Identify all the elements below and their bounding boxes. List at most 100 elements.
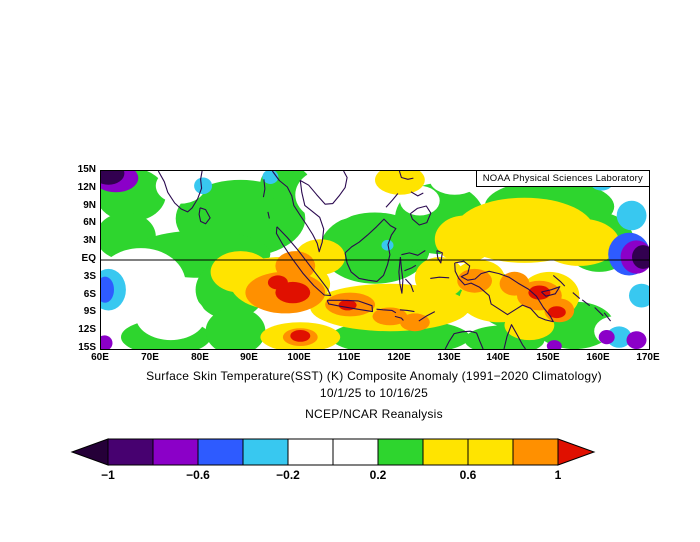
coastline (594, 307, 604, 317)
lat-tick-label: 12N (77, 182, 96, 193)
lon-tick-label: 110E (337, 352, 361, 363)
colorbar-segment (512, 438, 559, 466)
lat-tick-label: 6N (83, 217, 96, 228)
anomaly-region-purple (626, 331, 647, 349)
map-canvas (101, 171, 649, 349)
lon-tick-label: 70E (141, 352, 159, 363)
coastline (552, 274, 566, 287)
colorbar-segment (377, 438, 424, 466)
colorbar-tick-label: −0.6 (186, 468, 210, 482)
anomaly-region-cyan (629, 283, 649, 308)
anomaly-region-white (335, 171, 385, 192)
anomaly-region-red (267, 275, 288, 290)
colorbar-arrow-left (70, 438, 109, 466)
coastline (541, 286, 561, 297)
chart-title: Surface Skin Temperature(SST) (K) Compos… (146, 369, 602, 383)
anomaly-region-orange (372, 307, 408, 326)
lon-tick-label: 90E (240, 352, 258, 363)
lon-tick-label: 150E (536, 352, 560, 363)
lat-tick-label: 15N (77, 164, 96, 175)
coastline (404, 278, 414, 293)
anomaly-region-green (205, 307, 266, 349)
lon-tick-label: 60E (91, 352, 109, 363)
coastline (198, 207, 211, 225)
anomaly-region-yellow (539, 218, 620, 266)
anomaly-region-dark_purple (101, 171, 125, 185)
lat-tick-label: 6S (83, 289, 96, 300)
lon-tick-label: 80E (191, 352, 209, 363)
coastline (385, 193, 399, 208)
coastline (376, 308, 397, 314)
colorbar-tick-label: 1 (554, 468, 562, 482)
lon-tick-label: 130E (437, 352, 461, 363)
coastline (418, 311, 436, 322)
chart-date-range: 10/1/25 to 10/16/25 (319, 386, 429, 400)
coastline (503, 324, 526, 349)
coastline (409, 205, 432, 226)
lon-tick-label: 140E (486, 352, 510, 363)
colorbar-segment (287, 438, 334, 466)
lat-tick-label: 9S (83, 306, 96, 317)
anomaly-region-cyan (616, 200, 647, 231)
coastline (262, 179, 266, 198)
coastline (444, 330, 484, 349)
noaa-psl-credit: NOAA Physical Sciences Laboratory (475, 171, 649, 187)
anomaly-region-yellow (375, 171, 425, 195)
coastline (275, 226, 332, 297)
coastline (410, 191, 424, 197)
colorbar-arrow-right (557, 438, 596, 466)
colorbar-tick-label: 0.6 (459, 468, 477, 482)
coastline (404, 264, 417, 272)
coastline (603, 312, 612, 322)
anomaly-region-purple (598, 330, 615, 345)
coastline (436, 249, 443, 264)
anomaly-region-blue (101, 276, 114, 303)
lon-tick-label: 170E (636, 352, 660, 363)
colorbar-segment (332, 438, 379, 466)
anomaly-region-cyan (194, 177, 213, 195)
anomaly-region-orange (275, 251, 316, 281)
coastline (394, 315, 404, 321)
anomaly-region-red (528, 285, 551, 300)
anomaly-region-yellow (434, 215, 495, 263)
lat-tick-label: 12S (78, 324, 96, 335)
coastline (572, 292, 581, 300)
coastline (401, 250, 426, 256)
lat-tick-label: 15S (78, 342, 96, 353)
colorbar-segment (197, 438, 244, 466)
coastline (581, 299, 591, 307)
coastline (267, 211, 270, 219)
anomaly-region-cyan (381, 239, 394, 251)
anomaly-region-purple (546, 340, 562, 349)
lon-tick-label: 100E (287, 352, 311, 363)
chart-source: NCEP/NCAR Reanalysis (305, 407, 443, 421)
coastline (157, 171, 203, 213)
coastline (326, 299, 374, 313)
anomaly-region-white (155, 171, 206, 204)
coastline (399, 309, 415, 313)
lat-tick-label: 3S (83, 271, 96, 282)
colorbar-tick-label: 0.2 (369, 468, 387, 482)
colorbar-segment (242, 438, 289, 466)
coastline (430, 276, 450, 279)
colorbar (70, 438, 596, 466)
anomaly-region-yellow (414, 257, 465, 299)
colorbar-segment (467, 438, 514, 466)
coastline (271, 171, 348, 253)
lon-tick-label: 160E (586, 352, 610, 363)
anomaly-region-red (547, 306, 566, 319)
coastline (344, 218, 397, 282)
anomaly-region-dark_purple (632, 245, 649, 269)
lon-tick-label: 120E (387, 352, 411, 363)
coastline (398, 171, 414, 180)
coastline (454, 260, 554, 323)
map-layers (101, 171, 649, 349)
colorbar-tick-label: −0.2 (276, 468, 300, 482)
colorbar-segment (152, 438, 199, 466)
anomaly-region-purple (101, 335, 113, 349)
colorbar-segment (422, 438, 469, 466)
lat-tick-label: 3N (83, 235, 96, 246)
coastline (398, 256, 404, 294)
lat-tick-label: 9N (83, 200, 96, 211)
